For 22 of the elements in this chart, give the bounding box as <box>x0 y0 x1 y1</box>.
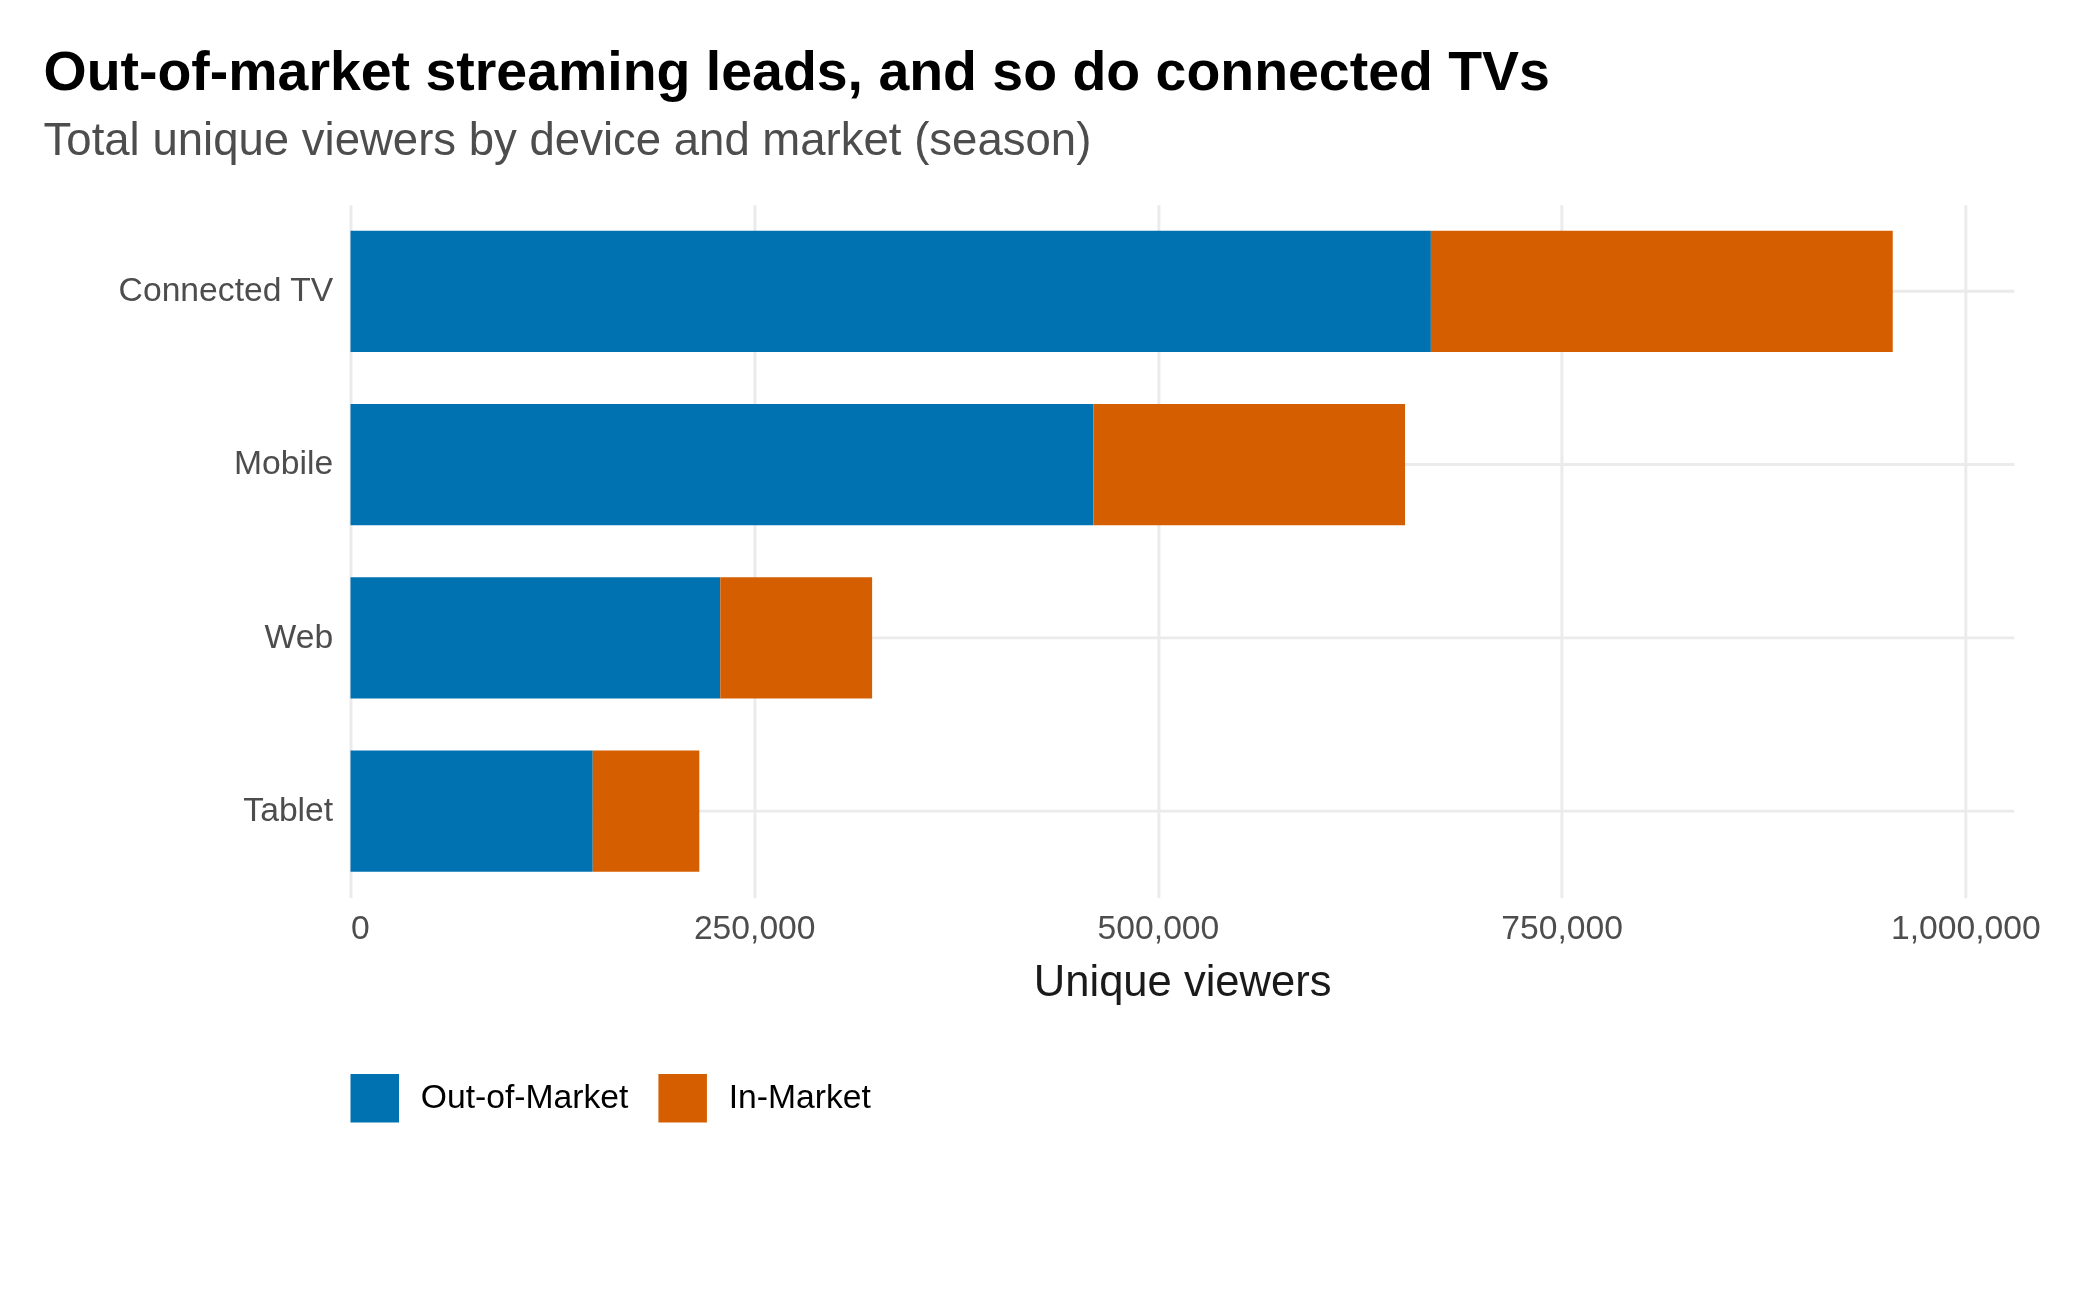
legend-label: In-Market <box>728 1078 872 1116</box>
x-axis-title: Unique viewers <box>1033 957 1332 1006</box>
bar <box>350 230 1431 352</box>
chart-title: Out-of-market streaming leads, and so do connected TVs <box>43 39 1550 102</box>
y-tick-label: Web <box>264 617 334 655</box>
bar <box>350 577 721 699</box>
bar <box>720 577 873 699</box>
x-tick-label: 0 <box>350 908 370 946</box>
bar <box>1093 403 1406 526</box>
bar <box>592 750 700 872</box>
x-tick-label: 750,000 <box>1501 908 1624 946</box>
y-tick-label: Connected TV <box>118 271 334 309</box>
x-tick-label: 250,000 <box>693 908 816 946</box>
chart-subtitle: Total unique viewers by device and market (season) <box>43 114 1092 166</box>
legend-label: Out-of-Market <box>420 1078 630 1116</box>
x-tick-label: 500,000 <box>1097 908 1220 946</box>
y-tick-label: Mobile <box>234 444 334 482</box>
bar <box>1430 230 1893 352</box>
bar <box>350 750 593 872</box>
x-tick-label: 1,000,000 <box>1891 908 2041 946</box>
bar <box>350 403 1094 526</box>
y-tick-label: Tablet <box>243 791 334 829</box>
